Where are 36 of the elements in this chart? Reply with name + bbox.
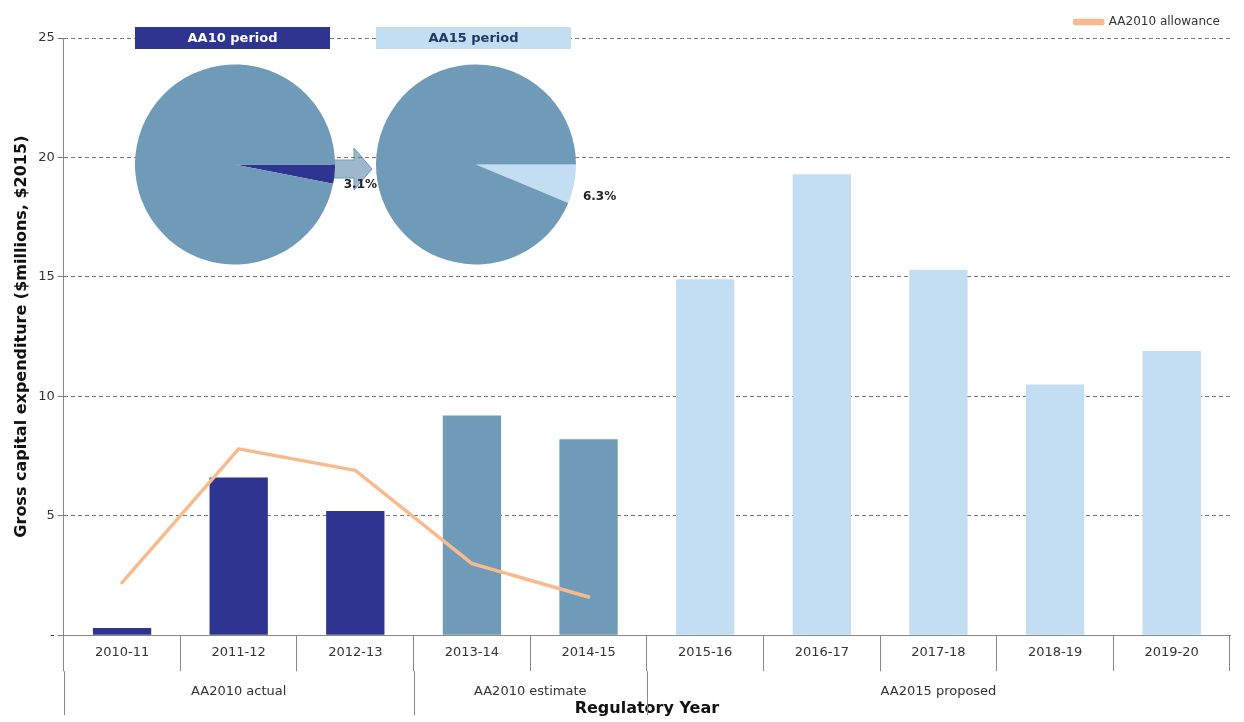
y-tick-label: 25	[38, 29, 55, 45]
data-label: 3.1%	[343, 176, 378, 191]
bar	[559, 439, 618, 635]
bar	[209, 477, 268, 635]
bar	[909, 269, 968, 635]
bar	[792, 174, 851, 635]
x-tick-label: 2016-17	[794, 644, 849, 660]
x-tick-label: 2019-20	[1144, 644, 1199, 660]
text: AA2010 actual	[190, 682, 287, 698]
x-tick-label: 2014-15	[561, 644, 616, 660]
chart-title: AA10 period	[135, 27, 330, 49]
x-axis-title: Regulatory Year	[574, 697, 720, 717]
x-tick-label: 2018-19	[1027, 644, 1083, 660]
y-tick-label: 5	[46, 507, 55, 523]
y-tick-label: 10	[38, 387, 55, 403]
y-tick-label: -	[50, 626, 56, 642]
x-tick-label: 2015-16	[678, 644, 733, 660]
y-axis-title: Gross capital expenditure ($millions, $2015)	[10, 135, 30, 538]
bar	[1025, 384, 1085, 635]
bar	[1142, 350, 1201, 635]
x-tick-label: 2011-12	[211, 644, 266, 660]
text: AA2015 proposed	[880, 682, 997, 698]
text: AA2010 estimate	[473, 682, 587, 698]
x-tick-label: 2017-18	[911, 644, 966, 660]
x-tick-label: 2013-14	[444, 644, 500, 660]
chart-title: AA15 period	[376, 27, 571, 49]
y-tick-label: 20	[38, 148, 55, 164]
bar	[326, 510, 385, 635]
y-tick-label: 15	[38, 268, 55, 284]
x-tick-label: 2010-11	[94, 644, 150, 660]
legend-label: AA2010 allowance	[1108, 14, 1221, 29]
x-tick-label: 2012-13	[328, 644, 383, 660]
bar	[676, 279, 735, 635]
data-label: 6.3%	[582, 189, 617, 204]
bar	[92, 628, 152, 635]
bar	[442, 415, 502, 635]
